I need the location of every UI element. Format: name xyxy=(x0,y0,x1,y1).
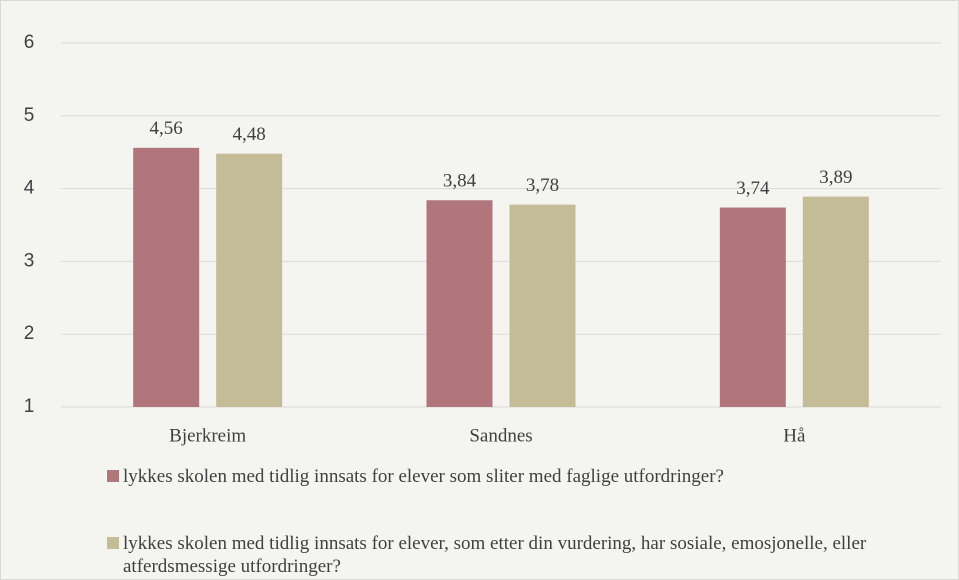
legend-item: lykkes skolen med tidlig innsats for ele… xyxy=(107,532,877,578)
legend-swatch xyxy=(107,470,119,482)
bar xyxy=(719,207,786,407)
y-tick-label: 1 xyxy=(24,396,35,417)
value-label: 4,48 xyxy=(233,124,266,145)
x-tick-label: Hå xyxy=(783,425,806,446)
bar xyxy=(216,153,283,407)
y-tick-label: 3 xyxy=(24,250,35,271)
y-tick-label: 4 xyxy=(24,178,35,199)
value-label: 3,78 xyxy=(526,175,559,196)
value-label: 3,89 xyxy=(819,167,852,188)
value-label: 3,84 xyxy=(443,171,477,192)
value-label: 4,56 xyxy=(150,118,183,139)
bar xyxy=(133,147,200,407)
legend-swatch xyxy=(107,537,119,549)
y-tick-label: 5 xyxy=(24,105,35,126)
bar xyxy=(802,196,869,407)
legend-label: lykkes skolen med tidlig innsats for ele… xyxy=(123,533,867,577)
x-tick-label: Sandnes xyxy=(469,425,532,446)
value-label: 3,74 xyxy=(736,178,770,199)
x-tick-label: Bjerkreim xyxy=(169,425,246,446)
bar xyxy=(426,200,493,407)
legend-label: lykkes skolen med tidlig innsats for ele… xyxy=(123,466,724,487)
legend-item: lykkes skolen med tidlig innsats for ele… xyxy=(107,465,877,488)
y-tick-label: 2 xyxy=(24,323,35,344)
y-tick-label: 6 xyxy=(24,32,35,53)
bar xyxy=(509,204,576,407)
